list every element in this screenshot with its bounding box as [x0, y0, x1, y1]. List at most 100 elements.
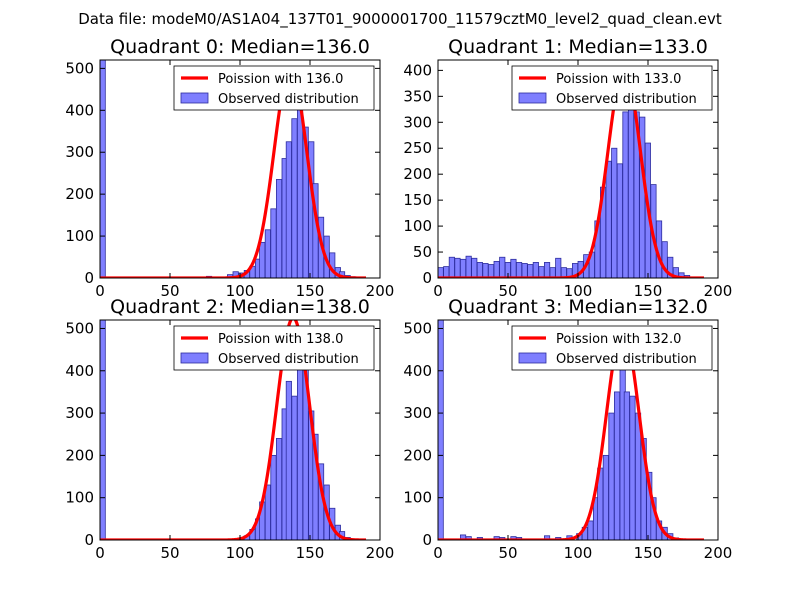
x-tick-label: 200 [704, 282, 733, 300]
legend: Poission with 138.0 Observed distribution [173, 325, 375, 371]
legend-bar-swatch [518, 92, 547, 104]
x-tick-label: 150 [634, 282, 663, 300]
y-tick-label: 100 [403, 489, 432, 507]
histogram-bar [285, 380, 292, 540]
panel-title: Quadrant 1: Median=133.0 [448, 36, 708, 58]
y-tick-label: 300 [65, 143, 94, 161]
y-tick-label: 500 [65, 59, 94, 77]
histogram-bar [493, 260, 500, 278]
x-tick-label: 0 [95, 282, 105, 300]
histogram-bar [544, 535, 551, 540]
histogram-bar [611, 147, 618, 278]
y-tick-label: 300 [403, 113, 432, 131]
y-tick-label: 150 [403, 191, 432, 209]
x-tick-label: 0 [95, 544, 105, 562]
legend-bar-swatch [518, 352, 547, 364]
y-tick-label: 0 [422, 269, 432, 287]
y-tick-label: 0 [84, 269, 94, 287]
legend-fit-label: Poission with 133.0 [556, 72, 681, 87]
figure-title: Data file: modeM0/AS1A04_137T01_90000017… [78, 10, 722, 29]
legend-bar-swatch [180, 92, 209, 104]
poisson-fit-line [438, 326, 705, 540]
histogram-bar [602, 454, 609, 540]
plot-area [438, 66, 705, 278]
histogram-bar [100, 60, 106, 278]
legend-observed-label: Observed distribution [218, 352, 359, 367]
histogram-bar [510, 258, 517, 278]
legend-observed-label: Observed distribution [218, 92, 359, 107]
histogram-bar [629, 395, 636, 540]
x-tick-label: 0 [433, 282, 443, 300]
legend-bar-swatch [180, 352, 209, 364]
panel-title: Quadrant 3: Median=132.0 [448, 296, 708, 318]
quadrant-3-panel: Quadrant 3: Median=132.0 0 50 100 150 200 0 100… [403, 296, 732, 562]
histogram-bar [259, 241, 266, 278]
x-tick-label: 50 [160, 282, 179, 300]
legend-fit-label: Poission with 132.0 [556, 332, 681, 347]
histogram-bar [270, 208, 277, 278]
histogram-bar [275, 179, 283, 278]
histogram-bar [605, 160, 612, 278]
histogram-bar [459, 258, 467, 278]
histogram-bar [264, 229, 271, 278]
histogram-bar [471, 257, 478, 278]
y-tick-label: 500 [403, 319, 432, 337]
histogram-bar [499, 256, 506, 278]
x-tick-label: 100 [564, 282, 593, 300]
y-tick-label: 100 [65, 227, 94, 245]
histogram-bar [291, 118, 298, 278]
histogram-bar [516, 262, 523, 278]
quadrant-0-panel: Quadrant 0: Median=136.0 0 50 100 150 200 0 100… [65, 36, 394, 300]
quadrant-2-panel: Quadrant 2: Median=138.0 0 50 100 150 200 0 100… [65, 296, 394, 562]
legend-observed-label: Observed distribution [556, 352, 697, 367]
quadrant-1-panel: Quadrant 1: Median=133.0 0 50 100 150 200 0 50 1… [403, 36, 732, 300]
y-tick-label: 300 [403, 404, 432, 422]
legend-fit-label: Poission with 138.0 [218, 332, 343, 347]
histogram-bar [555, 257, 562, 278]
x-tick-label: 150 [296, 544, 325, 562]
y-tick-label: 400 [403, 61, 432, 79]
y-tick-label: 200 [403, 446, 432, 464]
poisson-fit-line [438, 66, 705, 278]
histogram-bar [285, 141, 292, 278]
y-tick-label: 200 [403, 165, 432, 183]
x-tick-label: 200 [366, 282, 395, 300]
y-tick-label: 350 [403, 87, 432, 105]
plot-area [438, 320, 705, 540]
panel-title: Quadrant 2: Median=138.0 [110, 296, 370, 318]
histogram-bar [438, 320, 444, 540]
x-tick-label: 100 [226, 544, 255, 562]
histogram-bar [622, 111, 629, 278]
histogram-bar [270, 454, 277, 540]
histogram-bar [623, 391, 630, 540]
histogram-bar [538, 266, 545, 278]
x-tick-label: 100 [564, 544, 593, 562]
histogram-bar [527, 264, 534, 278]
histogram-bar [487, 264, 495, 278]
panel-title: Quadrant 0: Median=136.0 [110, 36, 370, 58]
histogram-bar [296, 99, 304, 278]
histogram-bar [608, 412, 615, 540]
histogram-bar [587, 520, 594, 540]
histogram-bar [532, 262, 539, 278]
legend-fit-label: Poission with 136.0 [218, 72, 343, 87]
y-tick-label: 250 [403, 139, 432, 157]
legend: Poission with 136.0 Observed distribution [173, 65, 375, 111]
legend: Poission with 132.0 Observed distribution [511, 325, 713, 371]
histogram-bar [544, 262, 551, 278]
y-tick-label: 50 [413, 243, 432, 261]
histogram-bar [616, 163, 623, 278]
y-tick-label: 400 [403, 362, 432, 380]
x-tick-label: 200 [704, 544, 733, 562]
histogram-bar [521, 263, 528, 278]
x-tick-label: 150 [634, 544, 663, 562]
y-tick-label: 400 [65, 101, 94, 119]
y-tick-label: 300 [65, 404, 94, 422]
plot-area [100, 320, 367, 540]
histogram-bar [275, 438, 283, 540]
legend: Poission with 133.0 Observed distribution [511, 65, 713, 111]
histogram-bar [443, 266, 450, 278]
y-tick-label: 0 [84, 531, 94, 549]
x-tick-label: 50 [160, 544, 179, 562]
